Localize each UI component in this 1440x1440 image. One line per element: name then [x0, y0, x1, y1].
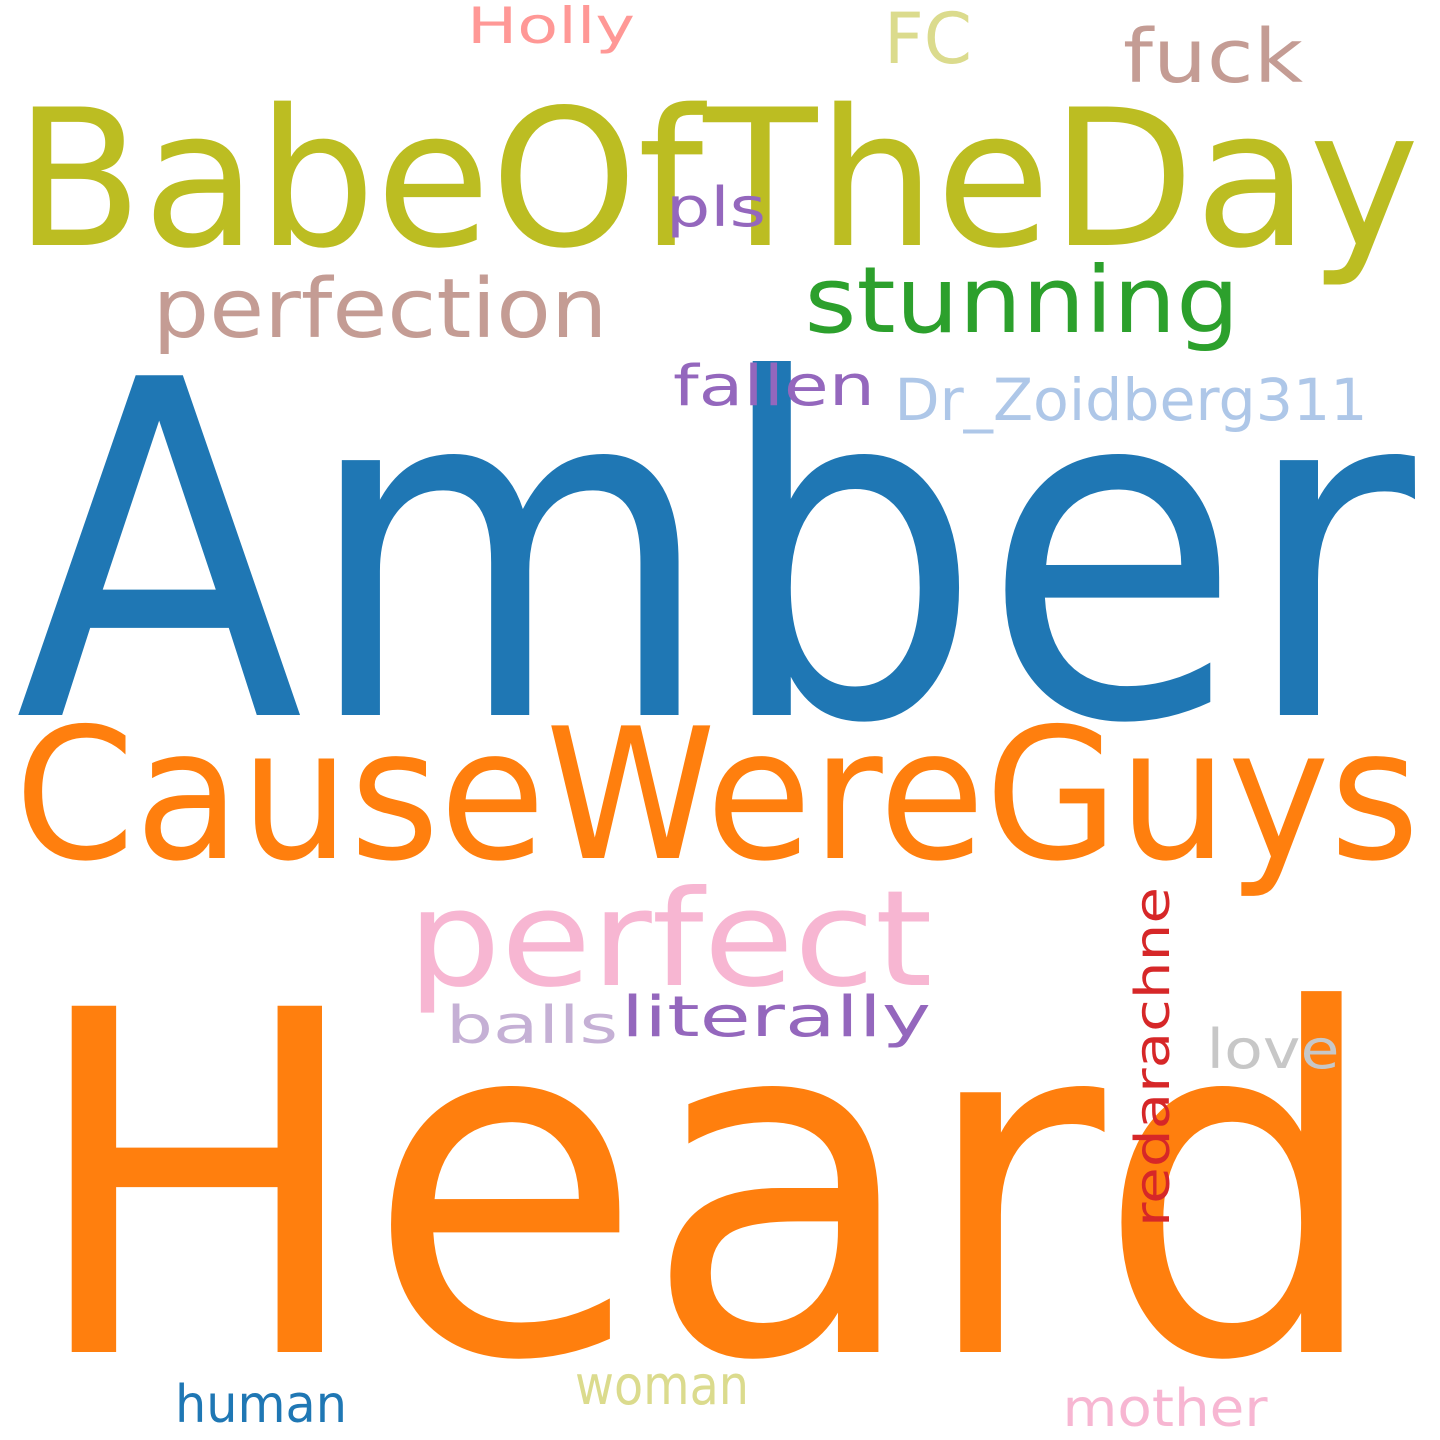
- word-balls: balls: [446, 996, 618, 1056]
- word-perfection: perfection: [153, 262, 608, 357]
- word-literally: literally: [621, 985, 931, 1050]
- word-amber: Amber: [15, 282, 1420, 825]
- word-woman: woman: [575, 1354, 749, 1417]
- word-mother: mother: [1063, 1379, 1269, 1439]
- word-heard: Heard: [28, 912, 1383, 1440]
- word-redarachne: redarachne: [1125, 887, 1181, 1227]
- word-pls: pls: [666, 176, 766, 239]
- word-human: human: [175, 1375, 347, 1435]
- word-fuck: fuck: [1123, 14, 1303, 100]
- word-holly: Holly: [467, 0, 635, 55]
- word-stunning: stunning: [805, 247, 1240, 354]
- word-love: love: [1207, 1018, 1340, 1081]
- word-babeoftheday: BabeOfTheDay: [15, 69, 1420, 290]
- word-perfect: perfect: [408, 863, 933, 1017]
- word-causewereguys: CauseWereGuys: [15, 689, 1420, 901]
- word-fc: FC: [884, 0, 972, 80]
- word-fallen: fallen: [673, 354, 875, 419]
- word-dr-zoidberg311: Dr_Zoidberg311: [895, 366, 1368, 434]
